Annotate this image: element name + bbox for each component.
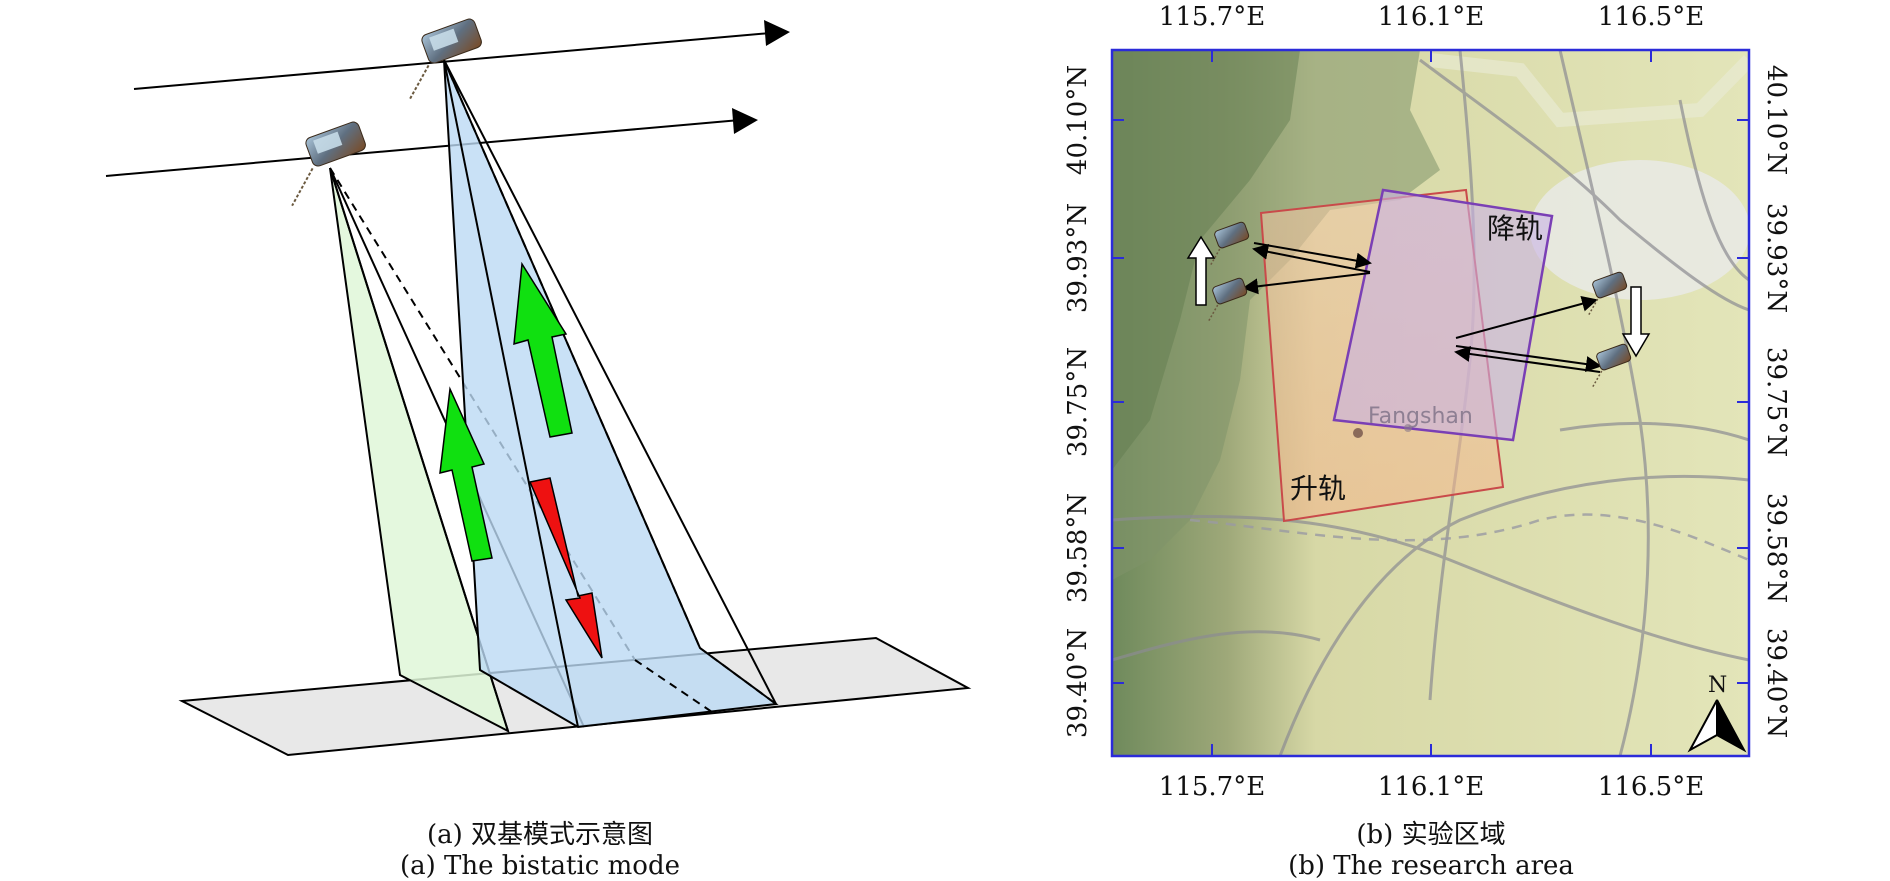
y-tick-left: 40.10°N (1063, 65, 1093, 175)
x-tick-bottom: 116.5°E (1598, 772, 1704, 802)
north-label: N (1708, 673, 1727, 698)
y-tick-left: 39.58°N (1063, 493, 1093, 603)
y-tick-left: 39.40°N (1063, 628, 1093, 738)
north-arrow-icon (1687, 699, 1747, 753)
mountain-terrain (1112, 50, 1440, 580)
descending-direction-arrow (1621, 286, 1651, 358)
x-tick-top: 116.1°E (1378, 2, 1484, 32)
y-tick-right: 40.10°N (1761, 65, 1791, 175)
y-tick-right: 39.58°N (1761, 493, 1791, 603)
x-tick-bottom: 115.7°E (1159, 772, 1265, 802)
orbit-arrow (764, 20, 790, 46)
ascending-direction-arrow (1186, 235, 1216, 306)
fangshan-marker (1353, 428, 1363, 438)
satellite-icon (1207, 277, 1248, 322)
beam-upper-satellite (443, 59, 779, 729)
x-tick-top: 116.5°E (1598, 2, 1704, 32)
x-tick-bottom: 116.1°E (1378, 772, 1484, 802)
satellite-icon (291, 121, 366, 207)
satellite-icon (1587, 271, 1628, 316)
satellite-icon (408, 18, 482, 101)
y-tick-right: 39.40°N (1761, 628, 1791, 738)
motion-arrow-up (439, 386, 493, 562)
y-tick-left: 39.93°N (1063, 203, 1093, 313)
motion-arrow-up (513, 261, 573, 438)
descending-label: 降轨 (1487, 212, 1543, 245)
caption-b-en: (b) The research area (1288, 851, 1574, 881)
orbit-arrow (732, 108, 758, 134)
y-tick-left: 39.75°N (1063, 347, 1093, 457)
y-tick-right: 39.93°N (1761, 203, 1791, 313)
bistatic-diagram (105, 18, 972, 757)
satellite-icon (1591, 343, 1632, 388)
x-tick-top: 115.7°E (1159, 2, 1265, 32)
descending-footprint (1332, 188, 1554, 442)
motion-arrow-down (528, 477, 603, 659)
place-label: Fangshan (1368, 404, 1473, 429)
caption-a-cn: (a) 双基模式示意图 (427, 820, 653, 850)
ascending-label: 升轨 (1290, 472, 1346, 505)
y-tick-right: 39.75°N (1761, 347, 1791, 457)
caption-a-en: (a) The bistatic mode (400, 851, 680, 881)
caption-b-cn: (b) 实验区域 (1356, 820, 1505, 850)
orbit-line-lower (105, 119, 741, 177)
orbit-line-upper (133, 31, 783, 90)
satellite-icon (1209, 221, 1250, 266)
research-area-map: Fangshan 升轨 降轨 (1063, 2, 1791, 802)
